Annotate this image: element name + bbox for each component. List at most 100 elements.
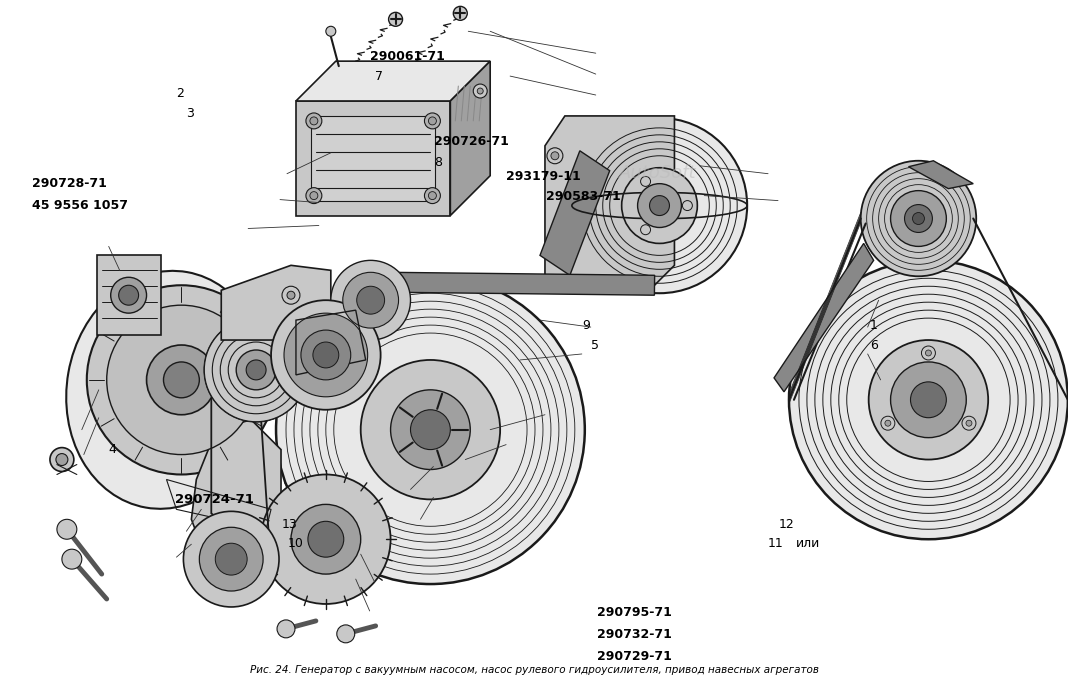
Polygon shape (545, 116, 674, 285)
Polygon shape (774, 244, 873, 392)
Polygon shape (450, 61, 490, 216)
Circle shape (473, 84, 487, 98)
Text: 290728-71: 290728-71 (32, 177, 107, 190)
Circle shape (87, 285, 276, 475)
Circle shape (310, 191, 318, 200)
Circle shape (649, 196, 670, 216)
Circle shape (388, 13, 402, 26)
Polygon shape (908, 161, 974, 189)
Text: 4: 4 (109, 443, 117, 456)
Text: 45 9556 1057: 45 9556 1057 (32, 199, 128, 212)
Circle shape (477, 88, 484, 94)
Circle shape (107, 305, 256, 454)
Circle shape (147, 345, 216, 415)
Circle shape (425, 188, 441, 203)
Text: 3: 3 (186, 107, 195, 120)
Circle shape (571, 118, 747, 293)
Circle shape (310, 117, 318, 125)
Circle shape (789, 260, 1068, 539)
Ellipse shape (66, 271, 266, 509)
Text: Рис. 24. Генератор с вакуумным насосом, насос рулевого гидроусилителя, привод на: Рис. 24. Генератор с вакуумным насосом, … (250, 665, 820, 674)
Circle shape (110, 277, 147, 313)
Circle shape (361, 360, 500, 500)
Circle shape (547, 148, 563, 164)
Circle shape (641, 225, 651, 235)
Circle shape (306, 188, 322, 203)
Circle shape (890, 191, 946, 246)
Circle shape (428, 117, 437, 125)
Circle shape (904, 205, 932, 232)
Polygon shape (391, 272, 655, 295)
Circle shape (204, 318, 308, 422)
Circle shape (276, 276, 585, 584)
Circle shape (683, 200, 692, 211)
Circle shape (282, 286, 300, 304)
Circle shape (287, 291, 295, 299)
Text: 290729-71: 290729-71 (597, 650, 672, 663)
Circle shape (277, 620, 295, 638)
Circle shape (921, 346, 935, 360)
Text: 293179-11: 293179-11 (506, 170, 581, 182)
Circle shape (312, 342, 339, 368)
Polygon shape (311, 116, 435, 200)
Circle shape (56, 454, 67, 466)
Circle shape (890, 362, 966, 438)
Circle shape (308, 521, 343, 557)
Text: 10: 10 (288, 537, 304, 550)
Circle shape (164, 362, 199, 398)
Circle shape (926, 350, 931, 356)
Circle shape (425, 113, 441, 129)
Text: 12: 12 (779, 518, 795, 530)
Text: 290795-71: 290795-71 (597, 606, 672, 619)
Text: 7: 7 (376, 70, 383, 83)
Polygon shape (296, 101, 450, 216)
Circle shape (881, 416, 895, 430)
Circle shape (271, 300, 381, 410)
Circle shape (291, 505, 361, 574)
Circle shape (337, 625, 355, 643)
Circle shape (638, 184, 682, 228)
Circle shape (204, 318, 308, 422)
Circle shape (913, 212, 924, 225)
Text: или: или (796, 537, 821, 550)
Text: 290726-71: 290726-71 (433, 135, 508, 148)
Circle shape (246, 360, 266, 380)
Circle shape (284, 313, 368, 397)
Polygon shape (192, 420, 281, 559)
Polygon shape (96, 255, 162, 335)
Circle shape (454, 6, 468, 20)
Circle shape (342, 272, 398, 328)
Circle shape (885, 420, 891, 426)
Circle shape (356, 286, 384, 314)
Circle shape (622, 168, 698, 244)
Circle shape (911, 382, 946, 418)
Text: 290724-71: 290724-71 (174, 493, 254, 505)
Text: 13: 13 (281, 518, 297, 530)
Text: 6: 6 (870, 340, 877, 352)
Circle shape (869, 340, 989, 459)
Circle shape (962, 416, 976, 430)
Circle shape (236, 350, 276, 390)
Circle shape (50, 448, 74, 471)
Circle shape (261, 475, 391, 604)
Circle shape (551, 152, 559, 160)
Circle shape (199, 528, 263, 591)
Circle shape (119, 285, 139, 305)
Polygon shape (221, 265, 331, 340)
Text: 290583-71: 290583-71 (546, 191, 621, 203)
Text: 290732-71: 290732-71 (597, 628, 672, 641)
Circle shape (966, 420, 972, 426)
Circle shape (57, 519, 77, 539)
Text: 2: 2 (175, 87, 184, 100)
Text: 8: 8 (433, 156, 442, 168)
Text: 1: 1 (870, 319, 877, 332)
Circle shape (183, 512, 279, 607)
Circle shape (331, 260, 411, 340)
Circle shape (301, 330, 351, 380)
Circle shape (215, 543, 247, 575)
Circle shape (62, 549, 81, 569)
Text: 5: 5 (592, 340, 599, 352)
Circle shape (860, 161, 976, 276)
Circle shape (326, 26, 336, 36)
Circle shape (306, 113, 322, 129)
